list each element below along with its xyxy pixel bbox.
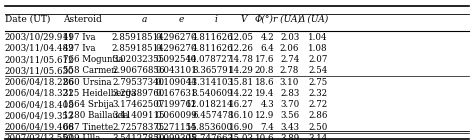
Text: 0.060099: 0.060099: [155, 111, 197, 120]
Text: 2006/04/18.408: 2006/04/18.408: [5, 100, 74, 109]
Text: 3.89: 3.89: [280, 134, 299, 140]
Text: 2006/04/18.321: 2006/04/18.321: [5, 89, 74, 98]
Text: 909 Ulla: 909 Ulla: [63, 134, 100, 140]
Text: 18.6: 18.6: [255, 78, 274, 87]
Text: 19.4: 19.4: [255, 89, 274, 98]
Text: 14.29: 14.29: [229, 66, 254, 75]
Text: 0.167631: 0.167631: [155, 89, 197, 98]
Text: 6.4: 6.4: [260, 44, 274, 53]
Text: r (UA): r (UA): [273, 15, 301, 24]
Text: 2.85918514: 2.85918514: [112, 44, 164, 53]
Text: 2.72: 2.72: [308, 100, 328, 109]
Text: 2.90676856: 2.90676856: [112, 66, 164, 75]
Text: 4.2: 4.2: [260, 33, 274, 42]
Text: 0.043101: 0.043101: [155, 66, 197, 75]
Text: 0.099305: 0.099305: [155, 134, 197, 140]
Text: 12.26: 12.26: [229, 44, 254, 53]
Text: 10.078727: 10.078727: [186, 55, 233, 64]
Text: 2003/11/05.630: 2003/11/05.630: [5, 66, 74, 75]
Text: 2.78: 2.78: [280, 66, 299, 75]
Text: 0.271155: 0.271155: [155, 123, 197, 132]
Text: 2.79537340: 2.79537340: [112, 78, 164, 87]
Text: 10.6: 10.6: [255, 134, 274, 140]
Text: 860 Ursina: 860 Ursina: [63, 78, 111, 87]
Text: 766 Moguntia: 766 Moguntia: [63, 55, 123, 64]
Text: 2.72578375: 2.72578375: [112, 123, 164, 132]
Text: Φ(°): Φ(°): [255, 15, 274, 24]
Text: 2007/03/13.552: 2007/03/13.552: [5, 134, 74, 140]
Text: 2.07: 2.07: [308, 55, 328, 64]
Text: a: a: [142, 15, 147, 24]
Text: 8.540609: 8.540609: [191, 89, 233, 98]
Text: 14.78: 14.78: [229, 55, 254, 64]
Text: 0.092544: 0.092544: [155, 55, 197, 64]
Text: 3.70: 3.70: [280, 100, 299, 109]
Text: 2.03: 2.03: [280, 33, 299, 42]
Text: 2.50: 2.50: [308, 123, 328, 132]
Text: 14.22: 14.22: [229, 89, 254, 98]
Text: 3.41409115: 3.41409115: [112, 111, 164, 120]
Text: 2006/04/18.226: 2006/04/18.226: [5, 78, 74, 87]
Text: 7.4: 7.4: [260, 123, 274, 132]
Text: i: i: [214, 15, 217, 24]
Text: 2006/04/19.406: 2006/04/19.406: [5, 123, 74, 132]
Text: 11.018214: 11.018214: [186, 100, 233, 109]
Text: 2.32: 2.32: [309, 89, 328, 98]
Text: 0.296270: 0.296270: [155, 33, 197, 42]
Text: 20.8: 20.8: [255, 66, 274, 75]
Text: 3.10: 3.10: [280, 78, 299, 87]
Text: 8.365791: 8.365791: [192, 66, 233, 75]
Text: 2.54: 2.54: [308, 66, 328, 75]
Text: 1280 Baillauda: 1280 Baillauda: [63, 111, 128, 120]
Text: 2.85918514: 2.85918514: [112, 33, 164, 42]
Text: Asteroid: Asteroid: [63, 15, 101, 24]
Text: 4.3: 4.3: [261, 100, 274, 109]
Text: 2.83: 2.83: [280, 89, 299, 98]
Text: 15.03: 15.03: [229, 134, 254, 140]
Text: 1.04: 1.04: [308, 33, 328, 42]
Text: 1564 Srbija: 1564 Srbija: [63, 100, 114, 109]
Text: 4.811626: 4.811626: [191, 44, 233, 53]
Text: 0.109044: 0.109044: [155, 78, 197, 87]
Text: 2003/10/29.911: 2003/10/29.911: [5, 33, 74, 42]
Text: Date (UT): Date (UT): [5, 15, 50, 24]
Text: 2006/04/19.353: 2006/04/19.353: [5, 111, 74, 120]
Text: 0.199762: 0.199762: [155, 100, 197, 109]
Text: 687 Tinette: 687 Tinette: [63, 123, 113, 132]
Text: 17.6: 17.6: [255, 55, 274, 64]
Text: 2.86: 2.86: [308, 111, 328, 120]
Text: 2003/11/05.612: 2003/11/05.612: [5, 55, 74, 64]
Text: 16.27: 16.27: [229, 100, 254, 109]
Text: 3.02032355: 3.02032355: [112, 55, 164, 64]
Text: 2003/11/04.482: 2003/11/04.482: [5, 44, 74, 53]
Text: 6.457478: 6.457478: [192, 111, 233, 120]
Text: 13.314103: 13.314103: [186, 78, 233, 87]
Text: 3.54127850: 3.54127850: [112, 134, 164, 140]
Text: 14.853600: 14.853600: [186, 123, 233, 132]
Text: 497 Iva: 497 Iva: [63, 33, 95, 42]
Text: 325 Heidelberga: 325 Heidelberga: [63, 89, 136, 98]
Text: 1.08: 1.08: [308, 44, 328, 53]
Text: 12.9: 12.9: [255, 111, 274, 120]
Text: 16.10: 16.10: [228, 111, 254, 120]
Text: 18.747663: 18.747663: [186, 134, 233, 140]
Text: 3.43: 3.43: [280, 123, 299, 132]
Text: 15.81: 15.81: [228, 78, 254, 87]
Text: 12.05: 12.05: [229, 33, 254, 42]
Text: 3.17462507: 3.17462507: [112, 100, 164, 109]
Text: V: V: [241, 15, 247, 24]
Text: 16.90: 16.90: [229, 123, 254, 132]
Text: 2.75: 2.75: [308, 78, 328, 87]
Text: 3.14: 3.14: [308, 134, 328, 140]
Text: e: e: [179, 15, 184, 24]
Text: 3.20389760: 3.20389760: [112, 89, 164, 98]
Text: 2.74: 2.74: [280, 55, 299, 64]
Text: 497 Iva: 497 Iva: [63, 44, 95, 53]
Text: Δ (UA): Δ (UA): [299, 15, 329, 24]
Text: 0.296270: 0.296270: [155, 44, 197, 53]
Text: 558 Carmen: 558 Carmen: [63, 66, 117, 75]
Text: 4.811626: 4.811626: [191, 33, 233, 42]
Text: 3.56: 3.56: [280, 111, 299, 120]
Text: 2.06: 2.06: [280, 44, 299, 53]
